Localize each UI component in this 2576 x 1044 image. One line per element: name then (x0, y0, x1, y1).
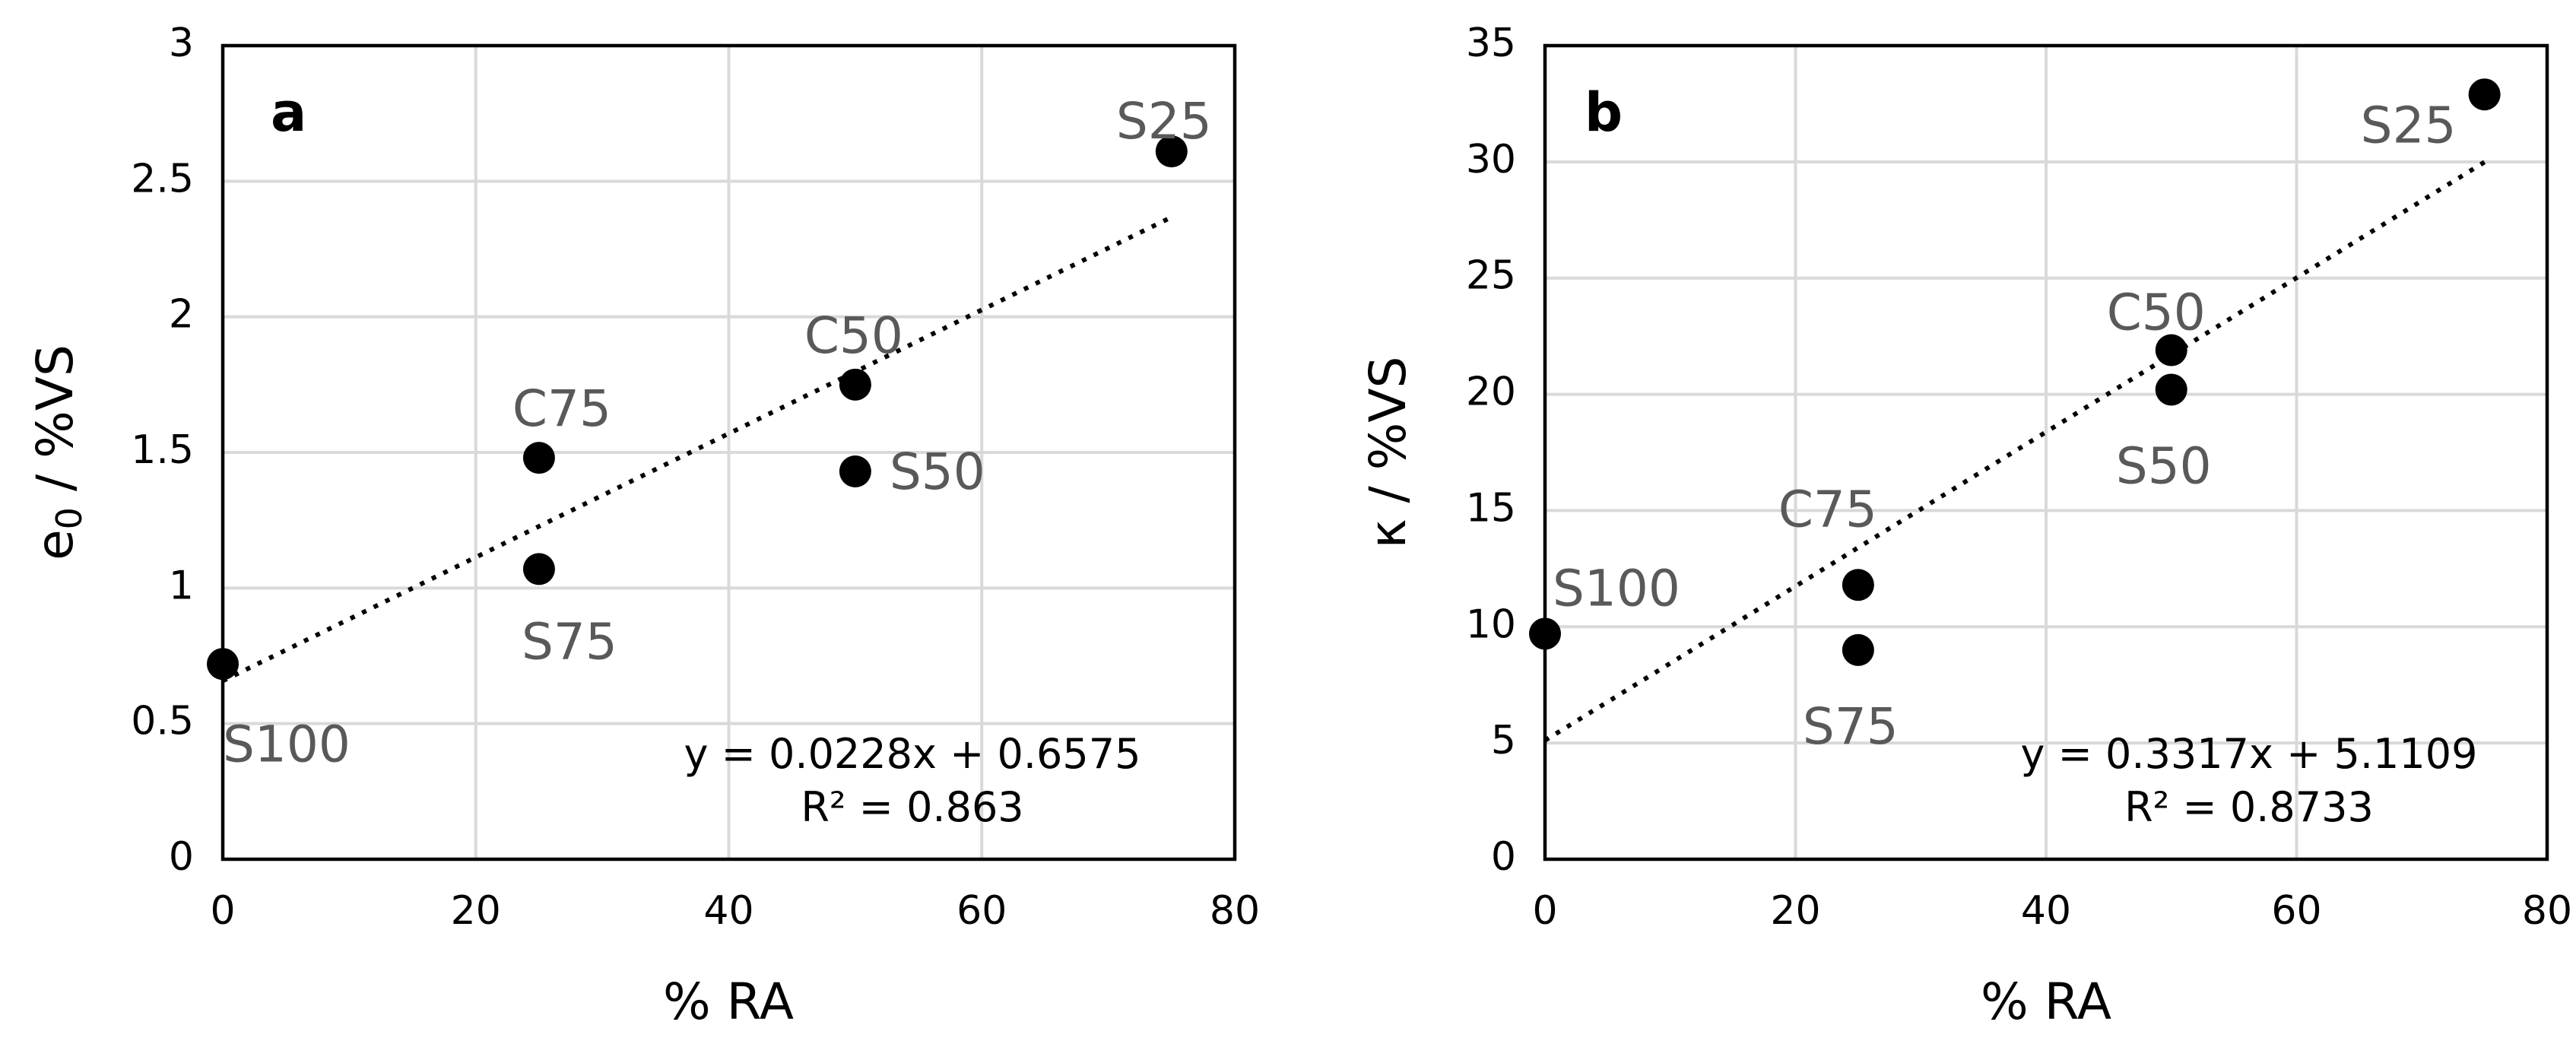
panel-a-y-tick-label: 2 (169, 292, 194, 338)
panel-b-y-tick-label: 15 (1466, 485, 1516, 531)
panel-b-x-tick-label: 20 (1770, 888, 1820, 934)
panel-b-r-squared: R² = 0.8733 (2124, 783, 2374, 831)
panel-b-y-tick-label: 30 (1466, 137, 1516, 182)
panel-b-y-tick-label: 10 (1466, 601, 1516, 647)
panel-b-grid (1545, 46, 2547, 859)
panel-b-y-tick-label: 35 (1466, 21, 1516, 66)
panel-a-trendline (221, 214, 1173, 684)
panel-a-x-tick-label: 80 (1210, 888, 1260, 934)
panel-b: S100 C75 S75 C50 S50 S25 0 20 40 60 80 0 5 10 15 20 25… (1359, 21, 2572, 1031)
panel-b-point-label-s25: S25 (2361, 96, 2457, 154)
panel-a-y-tick-label: 3 (169, 21, 194, 66)
panel-a-point-label-s75: S75 (522, 612, 617, 671)
panel-a-point-label-c50: C50 (804, 306, 903, 365)
panel-a-point-label-s100: S100 (223, 715, 351, 773)
panel-b-x-ticks: 0 20 40 60 80 (1532, 888, 2572, 934)
panel-a-point-s50 (839, 455, 871, 487)
panel-b-y-ticks: 0 5 10 15 20 25 30 35 (1466, 21, 1516, 880)
panel-b-equation: y = 0.3317x + 5.1109 (2021, 730, 2478, 778)
panel-b-y-tick-label: 20 (1466, 370, 1516, 415)
panel-a-y-axis-label: e0 / %VS (26, 344, 90, 560)
panel-b-trendline (1543, 160, 2486, 743)
panel-b-y-tick-label: 0 (1491, 834, 1516, 880)
panel-a-grid (223, 46, 1235, 859)
panel-a-x-axis-label: % RA (663, 973, 794, 1031)
panel-b-point-s25 (2468, 78, 2501, 111)
panel-a-points (207, 135, 1188, 681)
panel-a-point-labels: S100 S75 C75 C50 S50 S25 (223, 92, 1212, 773)
panel-a-letter: a (271, 81, 306, 144)
panel-a-y-tick-label: 1 (169, 563, 194, 608)
panel-a-point-label-s25: S25 (1116, 92, 1212, 151)
panel-a-point-label-c75: C75 (512, 379, 611, 438)
panel-a-y-label-subscript: 0 (49, 507, 90, 529)
panel-b-x-tick-label: 80 (2522, 888, 2572, 934)
panel-b-point-c75 (1842, 569, 1874, 601)
panel-a-x-ticks: 0 20 40 60 80 (210, 888, 1260, 934)
panel-a-y-label-rest: / %VS (26, 344, 84, 507)
panel-b-letter: b (1585, 81, 1623, 144)
panel-a-x-tick-label: 60 (956, 888, 1007, 934)
panel-b-y-tick-label: 25 (1466, 253, 1516, 299)
panel-a-x-tick-label: 0 (210, 888, 235, 934)
panel-b-point-s75 (1842, 633, 1874, 666)
panel-b-point-label-s50: S50 (2116, 437, 2212, 496)
panel-a-equation: y = 0.0228x + 0.6575 (684, 730, 1141, 778)
panel-b-y-axis-label: κ / %VS (1359, 357, 1417, 549)
panel-a-y-tick-label: 0 (169, 834, 194, 880)
panel-a-point-c75 (522, 442, 555, 474)
panel-a-y-tick-label: 0.5 (131, 699, 194, 744)
panel-b-point-label-s100: S100 (1553, 560, 1680, 618)
panel-a-point-c50 (839, 368, 871, 401)
panel-b-x-tick-label: 0 (1532, 888, 1557, 934)
panel-b-y-tick-label: 5 (1491, 718, 1516, 763)
panel-a-point-label-s50: S50 (890, 443, 985, 501)
panel-a-y-tick-label: 2.5 (131, 156, 194, 202)
panel-a-point-s25 (1155, 135, 1188, 168)
panel-a-r-squared: R² = 0.863 (801, 783, 1023, 831)
panel-b-x-axis-label: % RA (1981, 973, 2111, 1031)
panel-a-x-tick-label: 40 (703, 888, 753, 934)
panel-b-point-label-c75: C75 (1778, 480, 1877, 538)
panel-a: S100 S75 C75 C50 S50 S25 0 20 40 60 80 0 0.5 1 1.5 2 2… (26, 21, 1260, 1031)
panel-b-point-labels: S100 C75 S75 C50 S50 S25 (1553, 96, 2457, 756)
panel-b-x-tick-label: 60 (2271, 888, 2321, 934)
panel-a-y-tick-label: 1.5 (131, 427, 194, 473)
panel-b-plot-frame (1543, 43, 2549, 862)
panel-b-point-label-s75: S75 (1803, 697, 1899, 756)
panel-a-point-s75 (522, 553, 555, 585)
panel-b-x-tick-label: 40 (2021, 888, 2071, 934)
panel-a-plot-frame (220, 43, 1237, 862)
panel-b-point-s50 (2155, 373, 2187, 406)
panel-b-point-c50 (2155, 334, 2187, 367)
panel-a-y-label-main: e (26, 529, 84, 560)
panel-a-y-ticks: 0 0.5 1 1.5 2 2.5 3 (131, 21, 194, 880)
panel-a-x-tick-label: 20 (451, 888, 501, 934)
panel-b-point-label-c50: C50 (2107, 284, 2206, 342)
